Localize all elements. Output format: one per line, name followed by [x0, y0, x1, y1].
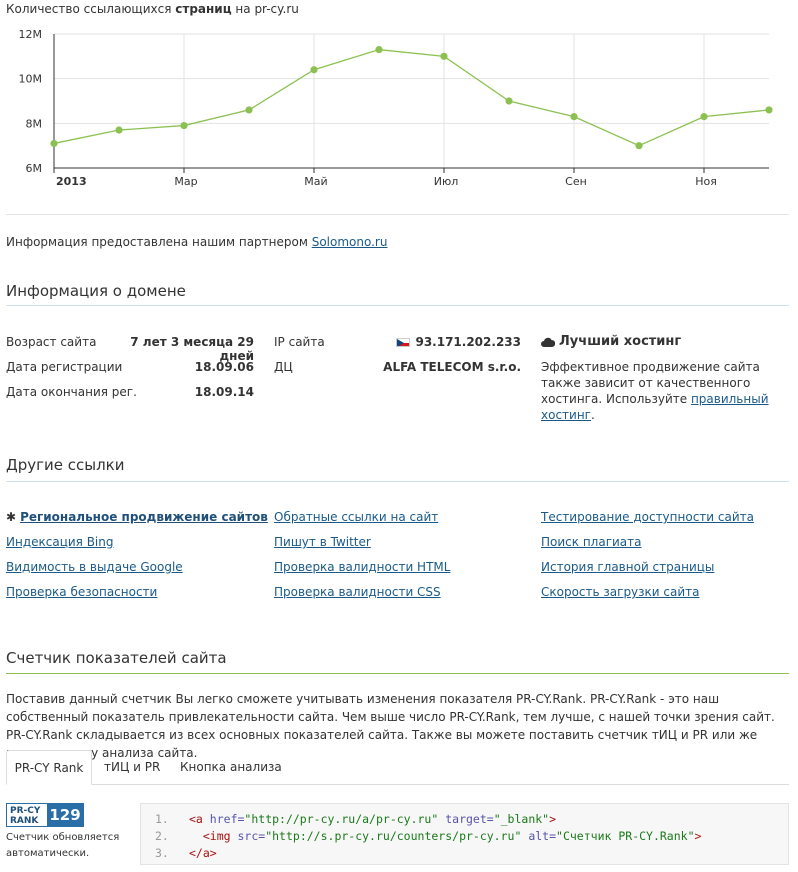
x-tick-label: Сен [565, 175, 587, 188]
link-regional-promotion[interactable]: Региональное продвижение сайтов [20, 510, 268, 524]
link-google-visibility[interactable]: Видимость в выдаче Google [6, 560, 183, 574]
data-point [765, 106, 773, 114]
series-line [53, 48, 770, 147]
counter-tabs: PR-CY Rank тИЦ и PR Кнопка анализа [6, 750, 789, 785]
counter-description: Поставив данный счетчик Вы легко сможете… [6, 692, 775, 760]
link-twitter[interactable]: Пишут в Twitter [274, 535, 371, 549]
link-bing-indexing[interactable]: Индексация Bing [6, 535, 114, 549]
hosting-link[interactable]: правильный хостинг [541, 392, 769, 422]
data-point [440, 52, 448, 60]
code-line-2: <img src="http://s.pr-cy.ru/counters/pr-… [202, 829, 702, 843]
link-accessibility-test[interactable]: Тестирование доступности сайта [541, 510, 754, 524]
badge-label: PR-CY RANK [7, 804, 47, 826]
data-point [375, 46, 383, 54]
line-number: 1. [155, 812, 169, 826]
data-point [505, 97, 513, 105]
exp-label: Дата окончания рег. [6, 385, 137, 399]
line-number: 2. [155, 829, 169, 843]
y-tick-label: 12M [19, 28, 43, 41]
reg-label: Дата регистрации [6, 360, 123, 374]
badge-value: 129 [47, 804, 83, 826]
other-links-heading: Другие ссылки [6, 456, 125, 474]
link-html-validation[interactable]: Проверка валидности HTML [274, 560, 451, 574]
pages-chart: 6M 8M 10M 12M 2013 Мар Май Июл Сен Ноя [19, 28, 773, 188]
data-point [635, 142, 643, 150]
x-tick-label: 2013 [56, 175, 87, 188]
link-backlinks[interactable]: Обратные ссылки на сайт [274, 510, 439, 524]
age-label: Возраст сайта [6, 335, 97, 349]
link-css-validation[interactable]: Проверка валидности CSS [274, 585, 441, 599]
x-tick-label: Май [304, 175, 327, 188]
star-icon: ✱ [6, 510, 17, 524]
best-hosting-title: Лучший хостинг [541, 334, 681, 349]
code-line-1: <a href="http://pr-cy.ru/a/pr-cy.ru" tar… [189, 812, 557, 826]
tab-analysis-button[interactable]: Кнопка анализа [180, 760, 282, 774]
link-homepage-history[interactable]: История главной страницы [541, 560, 715, 574]
ip-label: IP сайта [274, 335, 325, 349]
best-hosting-text: Эффективное продвижение сайта также зави… [541, 360, 769, 422]
data-point [310, 66, 318, 74]
divider [6, 214, 789, 215]
link-plagiarism[interactable]: Поиск плагиата [541, 535, 642, 549]
prcy-rank-badge[interactable]: PR-CY RANK 129 [6, 803, 84, 827]
czech-flag-icon [396, 338, 411, 347]
data-point [570, 113, 578, 121]
partner-link[interactable]: Solomono.ru [311, 235, 388, 249]
reg-value: 18.09.06 [194, 360, 254, 374]
link-security-check[interactable]: Проверка безопасности [6, 585, 158, 599]
divider [6, 673, 789, 674]
y-tick-label: 6M [26, 162, 43, 175]
tab-prcy-rank[interactable]: PR-CY Rank [6, 750, 92, 785]
data-point [180, 121, 188, 130]
ip-value: 93.171.202.233 [415, 335, 521, 349]
exp-value: 18.09.14 [194, 385, 254, 399]
links-column-3: Тестирование доступности сайта Поиск пла… [541, 510, 754, 610]
chart-title: Количество ссылающихся страниц на pr-cy.… [6, 2, 299, 16]
dc-label: ДЦ [274, 360, 293, 374]
data-point [245, 106, 253, 114]
data-point [115, 126, 123, 134]
divider [6, 481, 789, 482]
y-tick-label: 10M [19, 73, 43, 86]
badge-note: Счетчик обновляется автоматически. [6, 832, 120, 859]
divider [6, 305, 789, 306]
counter-heading: Счетчик показателей сайта [6, 649, 227, 667]
data-point [700, 113, 708, 121]
links-column-2: Обратные ссылки на сайт Пишут в Twitter … [274, 510, 450, 610]
x-tick-label: Июл [434, 175, 459, 188]
cloud-icon [541, 337, 556, 347]
x-tick-label: Мар [174, 175, 197, 188]
code-line-3: </a> [189, 846, 217, 860]
ip-value-row: 93.171.202.233 [360, 335, 521, 349]
partner-info: Информация предоставлена нашим партнером… [6, 235, 388, 249]
line-number: 3. [155, 846, 169, 860]
tab-tic-pr[interactable]: тИЦ и PR [104, 760, 161, 774]
domain-info-heading: Информация о домене [6, 282, 186, 300]
embed-code-block[interactable]: 1. 2. 3. <a href="http://pr-cy.ru/a/pr-c… [140, 803, 789, 865]
age-value: 7 лет 3 месяца 29 дней [130, 335, 254, 363]
link-load-speed[interactable]: Скорость загрузки сайта [541, 585, 700, 599]
links-column-1: ✱ Региональное продвижение сайтов Индекса… [6, 510, 268, 610]
data-point [50, 139, 58, 148]
x-tick-label: Ноя [695, 175, 717, 188]
y-tick-label: 8M [26, 117, 43, 130]
dc-value: ALFA TELECOM s.r.o. [383, 360, 521, 374]
